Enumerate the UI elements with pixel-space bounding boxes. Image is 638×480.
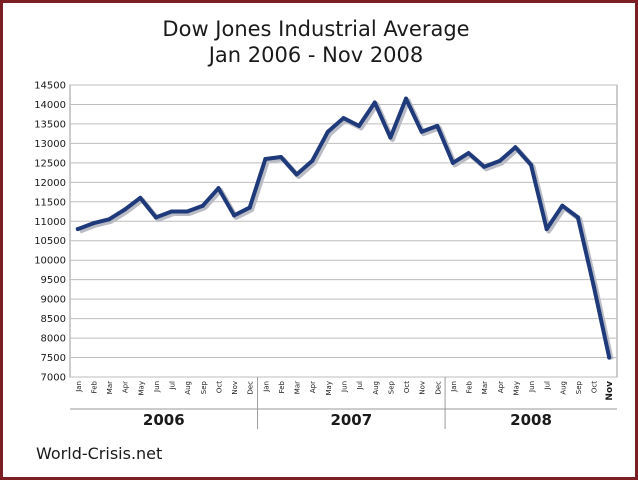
data-point bbox=[544, 227, 549, 232]
data-point bbox=[232, 213, 237, 218]
data-point bbox=[263, 156, 268, 161]
x-tick-label: Jan bbox=[262, 381, 270, 393]
year-label: 2006 bbox=[143, 411, 185, 429]
x-tick-label: Oct bbox=[215, 381, 223, 393]
y-tick-label: 11500 bbox=[34, 197, 66, 208]
source-label: World-Crisis.net bbox=[36, 444, 163, 463]
x-tick-label: Feb bbox=[278, 380, 286, 393]
x-tick-label: Mar bbox=[481, 381, 489, 394]
year-label: 2008 bbox=[510, 411, 552, 429]
x-tick-label: Feb bbox=[466, 380, 474, 393]
data-point bbox=[450, 160, 455, 165]
data-point bbox=[388, 135, 393, 140]
data-point bbox=[560, 203, 565, 208]
y-tick-label: 12000 bbox=[34, 178, 66, 189]
x-tick-label: Jan bbox=[450, 381, 458, 393]
data-point bbox=[435, 123, 440, 128]
x-tick-label: Nov bbox=[231, 381, 239, 395]
y-tick-label: 7500 bbox=[41, 353, 66, 364]
data-point bbox=[310, 158, 315, 163]
x-tick-label: Nov bbox=[419, 381, 427, 395]
x-tick-label: May bbox=[137, 381, 145, 395]
data-point bbox=[575, 215, 580, 220]
x-tick-label: Nov bbox=[605, 381, 615, 401]
x-tick-label: Mar bbox=[294, 381, 302, 394]
y-tick-label: 13000 bbox=[34, 139, 66, 150]
y-tick-label: 13500 bbox=[34, 119, 66, 130]
data-point bbox=[278, 155, 283, 160]
x-tick-label: Apr bbox=[309, 381, 317, 393]
x-tick-label: Jun bbox=[528, 381, 536, 393]
x-tick-label: Sep bbox=[387, 380, 395, 394]
data-point bbox=[419, 129, 424, 134]
data-point bbox=[138, 195, 143, 200]
y-tick-label: 7000 bbox=[41, 373, 66, 384]
data-point bbox=[529, 162, 534, 167]
x-tick-label: May bbox=[512, 381, 520, 395]
x-tick-label: Dec bbox=[434, 381, 442, 395]
data-point bbox=[294, 172, 299, 177]
data-point bbox=[372, 100, 377, 105]
x-tick-label: Jan bbox=[75, 381, 83, 393]
data-point bbox=[325, 129, 330, 134]
x-tick-label: Mar bbox=[106, 381, 114, 394]
data-point bbox=[357, 123, 362, 128]
y-tick-label: 10500 bbox=[34, 236, 66, 247]
x-tick-label: Jun bbox=[153, 381, 161, 393]
data-point bbox=[91, 221, 96, 226]
x-tick-label: Jul bbox=[544, 381, 552, 391]
y-tick-label: 8000 bbox=[41, 334, 66, 345]
data-point bbox=[482, 164, 487, 169]
data-point bbox=[466, 151, 471, 156]
y-tick-label: 8500 bbox=[41, 314, 66, 325]
data-point bbox=[153, 215, 158, 220]
data-point bbox=[591, 283, 596, 288]
x-tick-label: Apr bbox=[122, 381, 130, 393]
x-tick-label: Oct bbox=[403, 381, 411, 393]
x-tick-label: Apr bbox=[497, 381, 505, 393]
data-point bbox=[216, 186, 221, 191]
y-tick-label: 14500 bbox=[34, 81, 66, 92]
data-point bbox=[200, 203, 205, 208]
x-tick-label: Sep bbox=[575, 380, 583, 394]
x-tick-label: Aug bbox=[559, 381, 567, 395]
x-tick-label: Jul bbox=[356, 381, 364, 391]
x-tick-label: Feb bbox=[90, 380, 98, 393]
chart-title-block: Dow Jones Industrial Average Jan 2006 - … bbox=[0, 16, 632, 68]
data-point bbox=[75, 227, 80, 232]
x-tick-label: May bbox=[325, 381, 333, 395]
data-point bbox=[513, 145, 518, 150]
data-point bbox=[185, 209, 190, 214]
y-tick-label: 9000 bbox=[41, 295, 66, 306]
y-tick-label: 10000 bbox=[34, 256, 66, 267]
plot-area bbox=[69, 84, 618, 378]
data-point bbox=[247, 205, 252, 210]
x-tick-label: Aug bbox=[184, 381, 192, 395]
x-tick-label: Sep bbox=[200, 380, 208, 394]
x-tick-label: Jun bbox=[341, 381, 349, 393]
data-point bbox=[122, 207, 127, 212]
data-point bbox=[341, 116, 346, 121]
year-label: 2007 bbox=[330, 411, 372, 429]
y-tick-label: 12500 bbox=[34, 158, 66, 169]
data-point bbox=[107, 217, 112, 222]
y-tick-label: 9500 bbox=[41, 275, 66, 286]
chart-title: Dow Jones Industrial Average bbox=[162, 17, 470, 41]
x-tick-label: Aug bbox=[372, 381, 380, 395]
data-point bbox=[497, 158, 502, 163]
x-tick-label: Oct bbox=[591, 381, 599, 393]
x-tick-label: Jul bbox=[169, 381, 177, 391]
y-tick-label: 11000 bbox=[34, 217, 66, 228]
data-point bbox=[607, 355, 612, 360]
chart-subtitle: Jan 2006 - Nov 2008 bbox=[208, 43, 424, 67]
data-point bbox=[169, 209, 174, 214]
data-point bbox=[404, 96, 409, 101]
x-tick-label: Dec bbox=[247, 381, 255, 395]
y-tick-label: 14000 bbox=[34, 100, 66, 111]
